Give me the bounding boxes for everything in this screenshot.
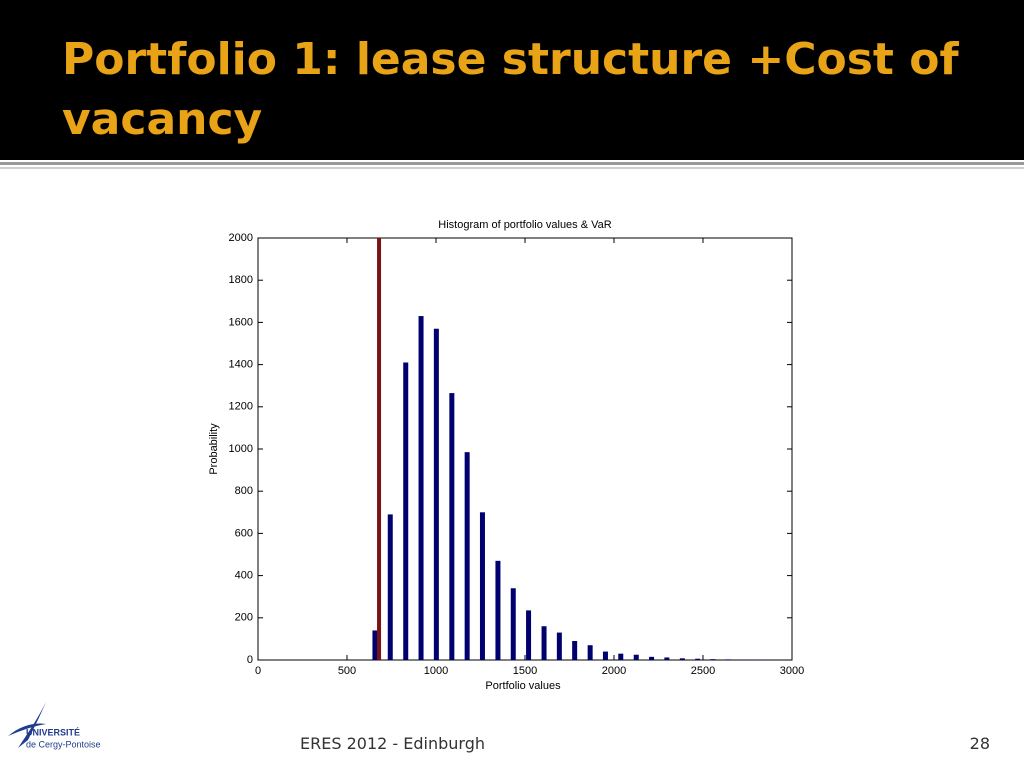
- y-tick-label: 800: [235, 485, 253, 497]
- y-tick-label: 1600: [229, 316, 253, 328]
- y-tick-label: 200: [235, 612, 253, 624]
- footer-text: ERES 2012 - Edinburgh: [300, 734, 485, 753]
- bar: [433, 328, 439, 660]
- x-tick-label: 500: [338, 665, 356, 677]
- slide-title: Portfolio 1: lease structure +Cost of va…: [62, 34, 959, 145]
- y-tick-label: 400: [235, 570, 253, 582]
- bar: [479, 512, 485, 660]
- x-tick-label: 1500: [513, 665, 537, 677]
- logo-mark: [8, 702, 46, 748]
- bar: [572, 641, 578, 660]
- bar: [495, 560, 501, 660]
- rule: [0, 162, 1024, 165]
- y-axis-label: Probability: [208, 423, 220, 475]
- x-tick-label: 2500: [691, 665, 715, 677]
- bar: [602, 651, 608, 660]
- header-bar: [0, 0, 1024, 160]
- bar: [556, 632, 562, 660]
- bar: [649, 656, 655, 660]
- logo-text: UNIVERSITÉ: [26, 727, 80, 737]
- bar: [633, 654, 639, 660]
- bar: [664, 657, 670, 660]
- x-tick-label: 2000: [602, 665, 626, 677]
- x-tick-label: 1000: [424, 665, 448, 677]
- y-tick-label: 0: [247, 654, 253, 666]
- bar: [541, 626, 547, 660]
- bar: [418, 316, 424, 660]
- y-tick-label: 1200: [229, 401, 253, 413]
- bar: [403, 362, 409, 660]
- x-tick-label: 3000: [780, 665, 804, 677]
- y-tick-label: 2000: [229, 232, 253, 244]
- chart-title: Histogram of portfolio values & VaR: [438, 219, 611, 231]
- bar: [710, 659, 716, 660]
- bar: [449, 393, 455, 660]
- x-axis-label: Portfolio values: [485, 680, 561, 692]
- bar: [725, 659, 731, 660]
- bar: [587, 645, 593, 660]
- rule: [0, 167, 1024, 169]
- x-tick-label: 0: [255, 665, 261, 677]
- plot-frame: [257, 237, 793, 661]
- bar: [372, 630, 378, 660]
- logo-text: de Cergy-Pontoise: [26, 739, 101, 749]
- y-tick-label: 1400: [229, 359, 253, 371]
- page-number: 28: [969, 734, 990, 753]
- bar: [464, 452, 470, 660]
- bar: [510, 588, 516, 660]
- bar: [387, 514, 393, 660]
- bar: [679, 658, 685, 660]
- bar: [695, 658, 701, 660]
- y-tick-label: 600: [235, 527, 253, 539]
- y-tick-label: 1800: [229, 274, 253, 286]
- y-tick-label: 1000: [229, 443, 253, 455]
- bar: [618, 653, 624, 660]
- bar: [526, 610, 532, 660]
